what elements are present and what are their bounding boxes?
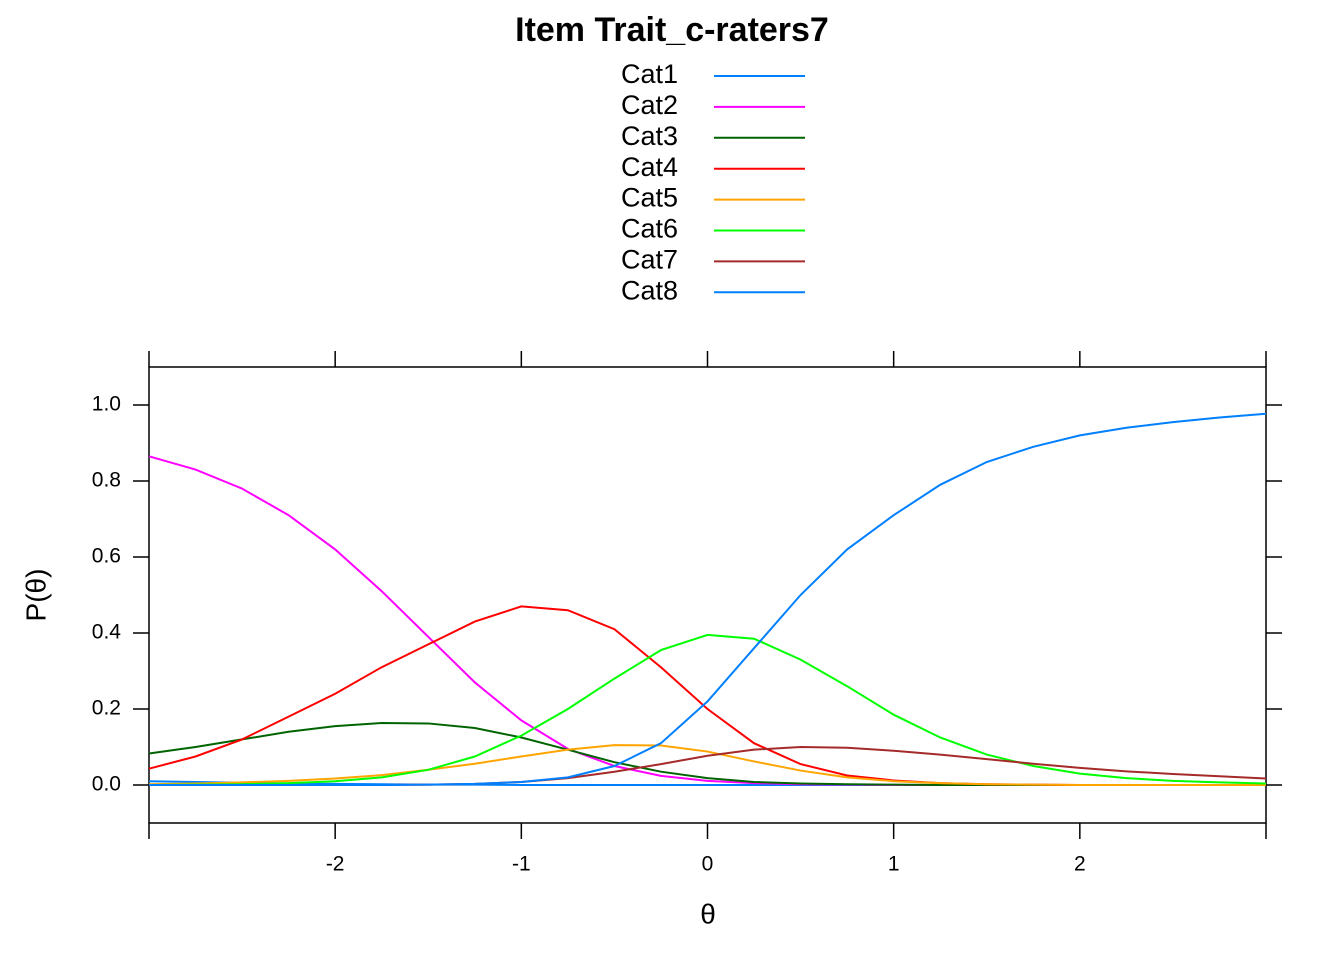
x-tick-label: -2: [326, 853, 345, 876]
series-line: [149, 412, 1267, 786]
legend-label: Cat7: [621, 245, 678, 275]
x-tick-label: 1: [888, 853, 900, 876]
y-tick-label: 0.4: [92, 621, 122, 644]
legend-label: Cat2: [621, 90, 678, 120]
legend-label: Cat8: [621, 275, 678, 305]
y-tick-label: 0.8: [92, 469, 121, 492]
legend-label: Cat1: [621, 59, 678, 89]
x-axis-label: θ: [700, 898, 716, 929]
series-line: [148, 633, 1267, 786]
legend-label: Cat5: [621, 183, 678, 213]
x-tick-label: -1: [512, 853, 531, 876]
y-axis-label: P(θ): [20, 569, 51, 622]
chart-title: Item Trait_c-raters7: [515, 11, 829, 49]
y-tick-label: 0.6: [92, 545, 121, 568]
x-tick-label: 2: [1074, 853, 1086, 876]
series-line: [148, 605, 1266, 786]
legend-label: Cat4: [621, 152, 678, 182]
y-tick-label: 0.2: [92, 697, 121, 720]
series-line: [148, 744, 1266, 786]
x-tick-label: 0: [702, 853, 714, 876]
legend-label: Cat3: [621, 121, 678, 151]
legend-label: Cat6: [621, 214, 678, 244]
series-line: [148, 455, 1266, 786]
y-tick-label: 0.0: [92, 773, 121, 796]
plot-frame: [148, 366, 1267, 824]
y-tick-label: 1.0: [92, 393, 121, 416]
